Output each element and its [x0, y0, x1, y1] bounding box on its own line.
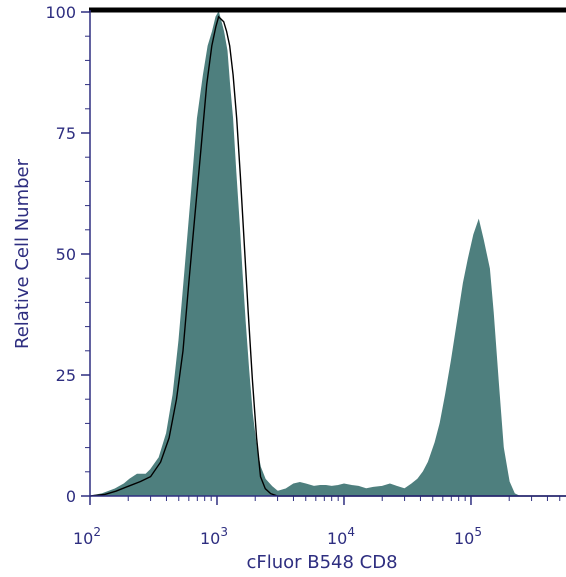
y-axis-ticks: 0 25 50 75 100 [45, 3, 90, 506]
x-tick-label: 103 [200, 525, 228, 548]
y-tick-label: 75 [56, 124, 76, 143]
histogram-filled-area [89, 10, 566, 497]
x-tick-label: 104 [327, 525, 355, 548]
x-axis-title: cFluor B548 CD8 [246, 552, 397, 573]
x-tick-label: 105 [454, 525, 482, 548]
series-layer [89, 10, 566, 497]
x-tick-label: 102 [73, 525, 101, 548]
y-axis-title: Relative Cell Number [12, 158, 33, 349]
y-tick-label: 0 [66, 487, 76, 506]
x-axis-ticks: 102 103 104 105 [73, 496, 561, 548]
y-tick-label: 100 [45, 3, 76, 22]
y-tick-label: 50 [56, 245, 76, 264]
histogram-outline-line [89, 15, 566, 497]
y-tick-label: 25 [56, 366, 76, 385]
